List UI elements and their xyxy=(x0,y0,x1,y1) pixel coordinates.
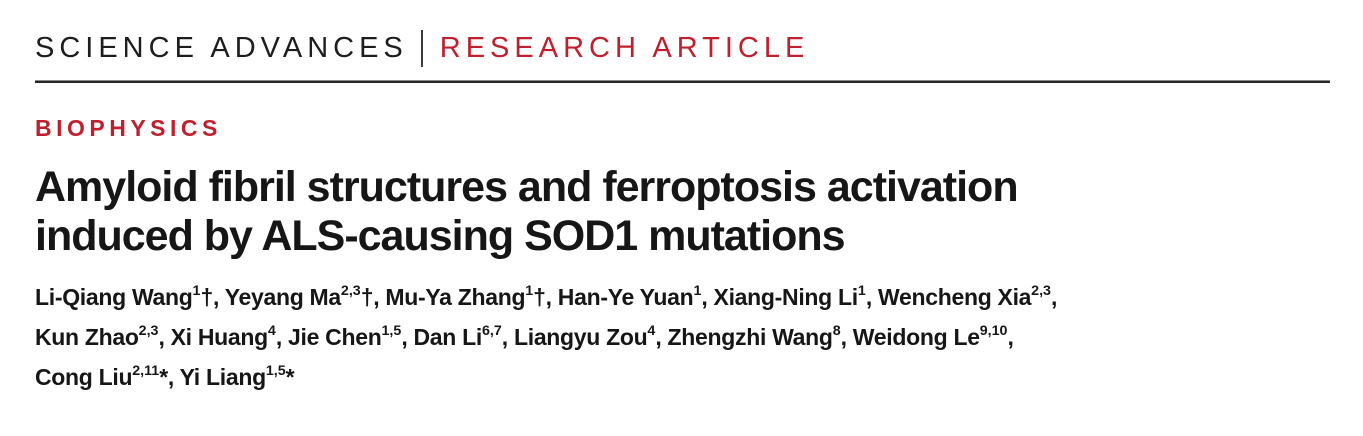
author-line: Cong Liu2,11*, Yi Liang1,5* xyxy=(35,362,295,390)
affiliation-superscript: 1 xyxy=(693,282,702,299)
masthead: SCIENCE ADVANCES RESEARCH ARTICLE xyxy=(35,0,1330,67)
affiliation-superscript: 1 xyxy=(857,282,866,299)
masthead-divider xyxy=(420,30,423,67)
masthead-rule xyxy=(35,80,1330,83)
affiliation-superscript: 9,10 xyxy=(979,322,1008,339)
title-line-1: Amyloid fibril structures and ferroptosi… xyxy=(35,163,1019,211)
affiliation-superscript: 4 xyxy=(267,322,276,339)
affiliation-superscript: 1 xyxy=(192,282,201,299)
title-line-2: induced by ALS-causing SOD1 mutations xyxy=(35,212,846,260)
article-title: Amyloid fibril structures and ferroptosi… xyxy=(35,163,1330,261)
affiliation-superscript: 2,11 xyxy=(132,362,160,379)
affiliation-superscript: 1,5 xyxy=(381,322,402,339)
affiliation-superscript: 2,3 xyxy=(340,282,361,299)
author-line: Kun Zhao2,3, Xi Huang4, Jie Chen1,5, Dan… xyxy=(35,322,1014,350)
affiliation-superscript: 1 xyxy=(525,282,534,299)
article-type-label: RESEARCH ARTICLE xyxy=(439,32,810,64)
section-label: BIOPHYSICS xyxy=(35,115,222,141)
author-line: Li-Qiang Wang1†, Yeyang Ma2,3†, Mu-Ya Zh… xyxy=(35,282,1058,310)
author-list: Li-Qiang Wang1†, Yeyang Ma2,3†, Mu-Ya Zh… xyxy=(35,277,1330,397)
affiliation-superscript: 8 xyxy=(832,322,841,339)
affiliation-superscript: 2,3 xyxy=(1031,282,1051,299)
affiliation-superscript: 2,3 xyxy=(138,322,159,339)
affiliation-superscript: 1,5 xyxy=(265,362,286,379)
affiliation-superscript: 6,7 xyxy=(481,322,502,339)
affiliation-superscript: 4 xyxy=(647,322,656,339)
journal-name: SCIENCE ADVANCES xyxy=(35,32,408,64)
